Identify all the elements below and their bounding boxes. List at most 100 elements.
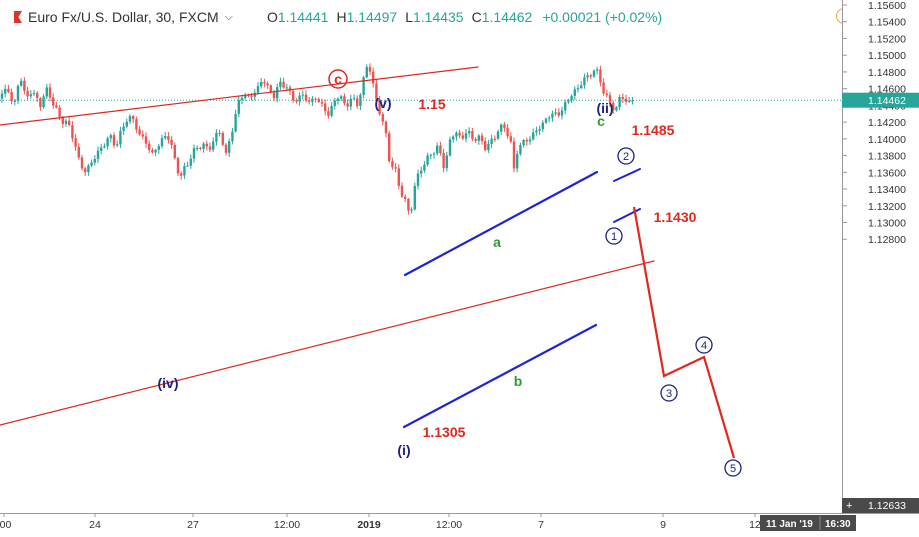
candle-body [199, 148, 202, 150]
y-tick-label: 1.15200 [868, 33, 906, 45]
candle-body [125, 121, 128, 127]
candle-body [116, 144, 119, 146]
candle-body [295, 100, 298, 102]
candle-body [135, 119, 138, 130]
symbol-title[interactable]: Euro Fx/U.S. Dollar, 30, FXCM [28, 9, 219, 25]
candle-body [4, 88, 7, 94]
candle-body [535, 130, 538, 133]
candle-body [164, 136, 167, 139]
candle-body [7, 88, 10, 92]
candle-body [154, 149, 157, 153]
candle-body [292, 91, 295, 101]
wave-label-3: 3 [666, 388, 672, 400]
candle-body [455, 132, 458, 137]
candle-body [506, 127, 509, 137]
candle-body [13, 100, 16, 102]
y-tick-label: 1.14800 [868, 67, 906, 79]
open-value: 1.14441 [277, 9, 329, 25]
candle-body [122, 126, 125, 131]
candle-body [180, 173, 183, 176]
subwave-upper-line [613, 168, 641, 182]
candle-body [519, 145, 522, 154]
cursor-price-badge [842, 498, 919, 513]
wave-label-1-circle [605, 227, 623, 245]
x-tick-label: 12 [749, 519, 761, 531]
candle-body [109, 135, 112, 139]
candle-body [416, 173, 420, 186]
wave-overlay: c (v) (iv) (i) (ii) a b c 1 2 3 4 5 1.15 1.1485 1.1430 1… [0, 66, 742, 477]
candle-body [500, 124, 503, 132]
candle-body [311, 98, 314, 102]
wave-label-v: (v) [374, 95, 391, 111]
candle-body [208, 146, 212, 150]
wave-c-circle [328, 69, 348, 89]
candle-body [468, 131, 471, 134]
candle-body [151, 150, 154, 153]
candle-body [528, 139, 532, 142]
candle-body [333, 100, 336, 106]
candle-body [368, 67, 372, 72]
candle-body [55, 105, 58, 108]
candle-body [429, 154, 432, 156]
wave-label-4: 4 [701, 340, 707, 352]
candle-body [132, 116, 135, 120]
candle-body [173, 144, 176, 158]
low-value: 1.14435 [412, 9, 464, 25]
candle-body [29, 94, 32, 97]
candle-body [445, 155, 448, 169]
candle-body [189, 158, 192, 166]
wave-label-3-circle [660, 384, 678, 402]
candle-body [256, 86, 260, 93]
candle-body [324, 103, 327, 112]
candle-body [36, 93, 39, 99]
candle-body [106, 138, 109, 147]
candle-body [250, 95, 253, 97]
candle-body [544, 118, 548, 123]
cursor-time-label: 16:30 [825, 519, 851, 530]
candle-body [80, 157, 84, 169]
candle-body [490, 138, 493, 144]
current-price-badge [842, 92, 919, 108]
candle-body [394, 167, 397, 169]
candle-body [362, 77, 365, 95]
candle-body [557, 112, 560, 116]
candle-body [458, 132, 461, 136]
candle-body [436, 145, 439, 154]
symbol-flag-icon [14, 11, 22, 23]
price-annotation-11485: 1.1485 [632, 122, 675, 138]
candle-body [564, 102, 567, 111]
candle-body [493, 138, 496, 140]
wave-label-2: 2 [623, 151, 629, 163]
candle-body [228, 141, 231, 153]
candle-body [384, 121, 388, 134]
candle-body [266, 83, 269, 86]
candle-body [263, 81, 266, 84]
candle-body [522, 139, 525, 146]
candle-body [301, 94, 304, 96]
wave-label-4-circle [695, 336, 713, 354]
candle-body [397, 168, 400, 186]
candle-body [340, 96, 343, 99]
candle-body [628, 101, 631, 103]
price-annotation-115: 1.15 [418, 96, 445, 112]
candle-body [432, 153, 436, 155]
candle-body [461, 135, 464, 139]
wave-label-5-circle [724, 459, 742, 477]
candle-body [471, 131, 474, 140]
x-tick-label: 24 [89, 519, 101, 531]
candle-body [167, 136, 170, 140]
wave-label-ii: (ii) [596, 100, 613, 116]
candle-body [96, 150, 100, 160]
chevron-down-icon[interactable]: ⌵ [224, 10, 233, 23]
candle-body [240, 97, 244, 101]
cursor-date-badge [760, 515, 856, 531]
candle-body [186, 165, 189, 167]
candle-body [612, 102, 615, 111]
y-tick-label: 1.13000 [868, 217, 906, 229]
price-annotation-11305: 1.1305 [423, 424, 466, 440]
candle-body [356, 98, 359, 106]
candle-body [58, 107, 61, 117]
chart-header: Euro Fx/U.S. Dollar, 30, FXCM ⌵ O 1.14441… [0, 0, 840, 34]
candle-body [599, 69, 602, 83]
